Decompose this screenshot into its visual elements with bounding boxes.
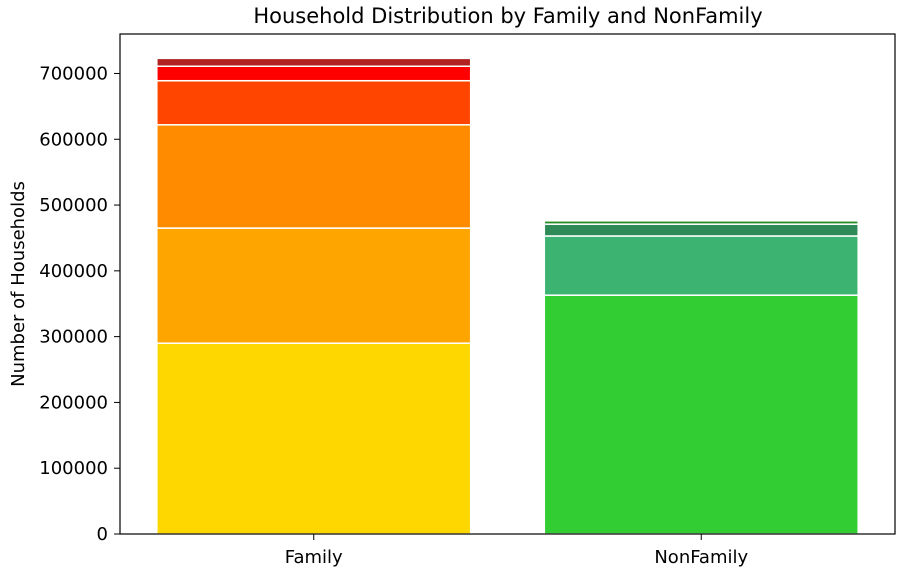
bar-segment-nonfamily-2: [543, 235, 859, 296]
bar-segment-nonfamily-1: [543, 294, 859, 535]
y-tick-label: 200000: [39, 392, 108, 413]
x-tick-label-family: Family: [285, 547, 343, 568]
bar-segment-family-4: [156, 79, 472, 126]
bar-segment-family-6: [156, 57, 472, 67]
bar-segment-family-3: [156, 124, 472, 229]
y-tick-label: 0: [97, 524, 108, 545]
x-tick-label-nonfamily: NonFamily: [654, 547, 748, 568]
y-tick-label: 500000: [39, 195, 108, 216]
y-axis: 0 100000 200000 300000 400000 500000 600000 700…: [39, 63, 120, 545]
y-tick-label: 300000: [39, 327, 108, 348]
y-axis-label: Number of Households: [8, 181, 29, 387]
bar-segment-family-2: [156, 227, 472, 344]
bar-segment-family-5: [156, 65, 472, 82]
bars-group: [156, 57, 859, 535]
x-axis: Family NonFamily: [285, 534, 748, 568]
y-tick-label: 100000: [39, 458, 108, 479]
bar-segment-family-1: [156, 342, 472, 535]
bar-segment-nonfamily-3: [543, 223, 859, 237]
y-tick-label: 400000: [39, 261, 108, 282]
y-tick-label: 700000: [39, 63, 108, 84]
plot-frame: [119, 33, 896, 535]
y-tick-label: 600000: [39, 129, 108, 150]
chart-title: Household Distribution by Family and Non…: [253, 4, 762, 28]
bar-segment-nonfamily-4: [543, 220, 859, 225]
